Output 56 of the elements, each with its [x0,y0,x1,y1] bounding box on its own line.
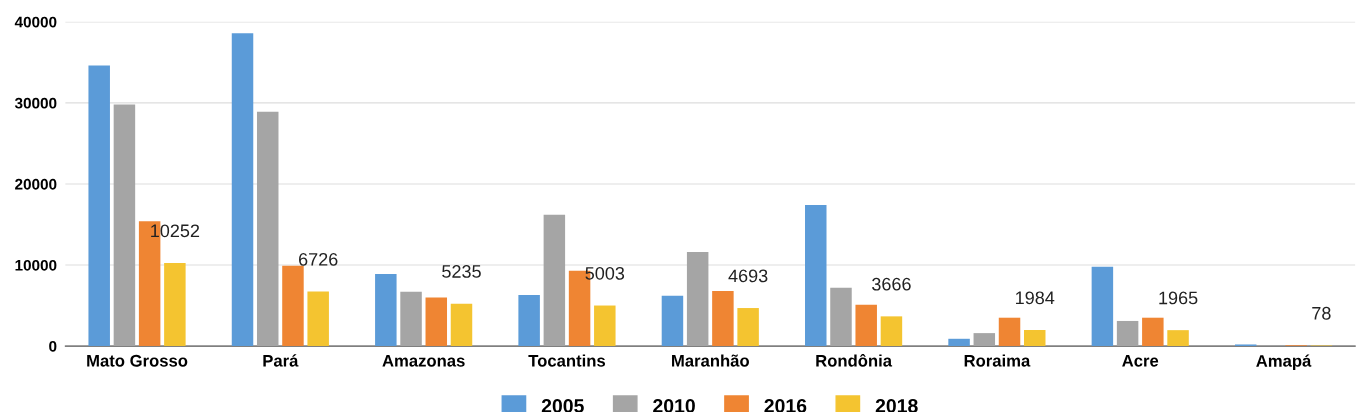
x-tick-label: Roraima [964,354,1031,367]
bar [164,262,186,347]
bar [737,308,759,347]
bar [425,297,448,347]
bar [256,111,279,347]
y-tick-label: 20000 [15,178,57,190]
legend-label: 2016 [764,398,807,412]
x-tick-label: Mato Grosso [87,354,188,367]
bar [948,338,970,347]
data-label: 3666 [872,277,911,291]
bar [712,290,734,347]
bar [686,252,709,347]
x-tick-label: Maranhão [672,354,749,367]
bar [231,33,254,347]
bar [1116,320,1139,347]
bar [88,65,110,347]
x-tick-label: Acre [1122,355,1159,367]
bar [113,104,136,347]
y-tick-label: 40000 [14,16,57,28]
data-label: 4693 [728,269,768,283]
legend-label: 2018 [875,398,918,412]
bar [880,316,903,347]
bar [400,291,422,347]
data-label: 78 [1312,306,1331,320]
bar [805,205,827,347]
x-tick-label: Pará [263,354,299,367]
bar [518,295,540,347]
y-tick-label: 30000 [14,97,57,109]
bar [1142,317,1164,347]
bar [855,304,877,347]
bar [998,317,1021,347]
bar [830,287,852,347]
bar [661,295,684,347]
bar [543,214,566,347]
bar [1023,330,1046,347]
data-label: 5003 [585,266,625,280]
bar [1091,266,1114,347]
legend-label: 2010 [653,398,695,412]
y-tick-label: 10000 [15,259,57,271]
data-label: 5235 [442,265,481,278]
legend-label: 2005 [541,398,584,412]
x-tick-label: Amazonas [382,355,465,367]
bar [450,303,473,347]
y-tick-label: 0 [49,340,57,352]
x-tick-label: Amapá [1256,354,1312,371]
bar [973,333,996,347]
data-label: 6726 [299,252,338,266]
data-label: 1965 [1159,291,1198,305]
x-tick-label: Tocantins [528,354,606,367]
data-label: 1984 [1016,291,1055,305]
bar [282,265,304,347]
bar [594,305,616,347]
x-tick-label: Rondônia [816,354,893,367]
bar [307,291,329,347]
bar [1167,330,1189,347]
bar [375,273,397,347]
